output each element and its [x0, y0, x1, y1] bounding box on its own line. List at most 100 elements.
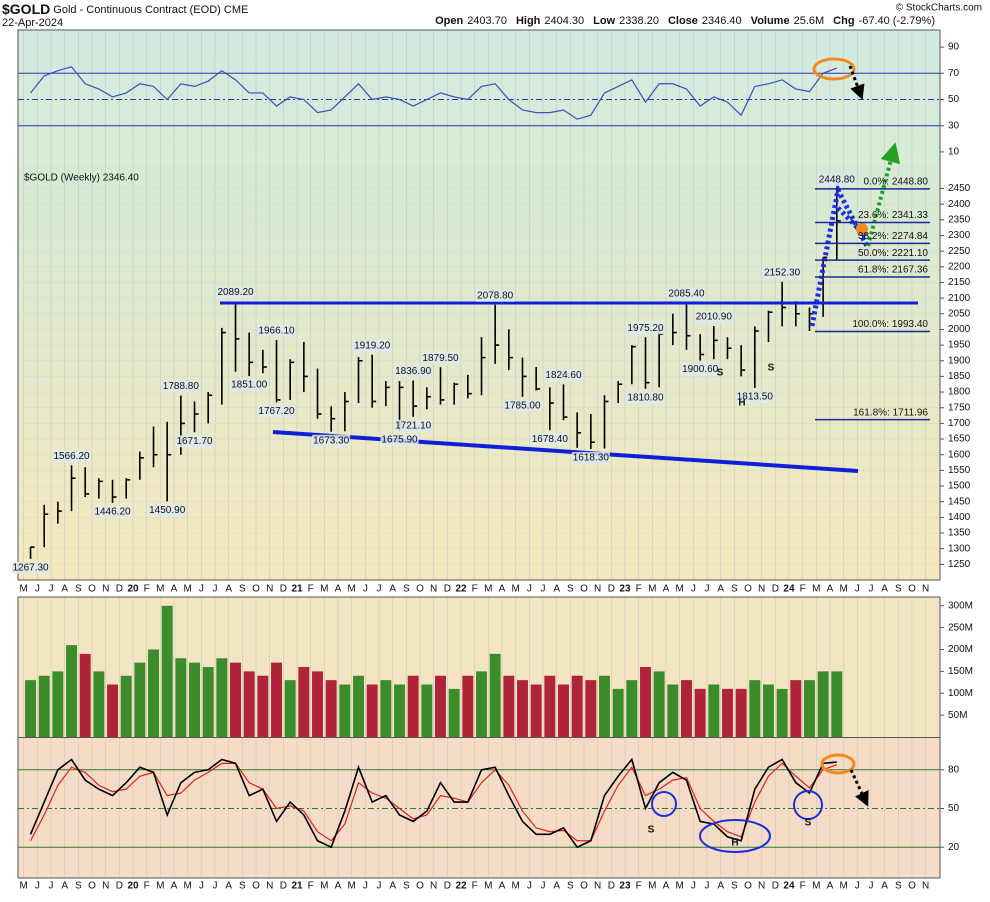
x-tick-label: A [61, 584, 68, 595]
x-tick-label: D [116, 881, 123, 892]
x-tick-label: F [636, 584, 642, 595]
y-tick-label: 1750 [948, 402, 971, 413]
x-tick-label: A [171, 881, 178, 892]
y-tick-label: 2100 [948, 293, 971, 304]
x-tick-label: S [895, 881, 902, 892]
volume-bar [640, 667, 651, 737]
y-tick-label: 1950 [948, 340, 971, 351]
volume-bar [612, 688, 624, 737]
y-tick-label: 300M [948, 600, 973, 611]
volume-bar [216, 658, 228, 737]
x-tick-label: F [472, 584, 478, 595]
fib-label: 161.8%: 1711.96 [853, 407, 928, 418]
volume-bar [93, 671, 105, 737]
y-tick-label: 50 [948, 803, 960, 814]
marker [856, 223, 868, 235]
price-label: 1851.00 [231, 380, 268, 391]
x-tick-label: N [922, 881, 929, 892]
volume-bar [585, 680, 597, 737]
label-box [175, 435, 214, 448]
x-tick-label: A [171, 584, 178, 595]
volume-bar [312, 671, 323, 737]
price-label: 1673.30 [313, 435, 350, 446]
x-tick-label: O [580, 881, 588, 892]
x-tick-label: M [675, 584, 683, 595]
label-box [817, 173, 856, 186]
y-tick-label: 2250 [948, 246, 971, 257]
y-tick-label: 70 [948, 68, 960, 79]
volume-bar [38, 675, 50, 737]
price-label: 1450.90 [149, 505, 186, 516]
x-tick-label: 23 [619, 881, 631, 892]
x-tick-label: F [636, 881, 642, 892]
x-tick-label: O [88, 881, 96, 892]
fib-label: 100.0%: 1993.40 [852, 319, 928, 330]
x-tick-label: J [855, 584, 860, 595]
x-tick-label: A [663, 584, 670, 595]
volume-bar [476, 671, 487, 737]
x-tick-label: M [484, 881, 492, 892]
x-tick-label: 23 [619, 584, 631, 595]
volume-bar [571, 675, 583, 737]
volume-bar [25, 680, 36, 737]
circle [812, 57, 856, 81]
label-box [148, 504, 187, 517]
volume-bar [325, 680, 337, 737]
x-tick-label: M [812, 584, 820, 595]
x-tick-label: S [731, 881, 738, 892]
x-tick-label: J [377, 881, 382, 892]
fib-label: 0.0%: 2448.80 [864, 177, 929, 188]
volume-bar [366, 684, 378, 737]
fib-label: 38.2%: 2274.84 [858, 231, 928, 242]
label-box [626, 322, 665, 335]
volume-bar [694, 688, 706, 737]
price-label: 1813.50 [737, 391, 774, 402]
x-tick-label: J [527, 584, 532, 595]
x-tick-label: M [511, 881, 519, 892]
x-tick-label: F [800, 881, 806, 892]
price-label: 1678.40 [532, 434, 569, 445]
label-box [503, 399, 542, 412]
x-tick-label: O [744, 881, 752, 892]
price-label: 1824.60 [545, 370, 582, 381]
label-box [216, 286, 255, 299]
x-tick-label: O [908, 881, 916, 892]
price-label: 1810.80 [627, 392, 664, 403]
x-tick-label: J [199, 584, 204, 595]
x-tick-label: D [280, 584, 287, 595]
x-tick-label: N [430, 881, 437, 892]
quote-value: -67.40 (-2.79%) [859, 15, 935, 27]
x-tick-label: A [499, 584, 506, 595]
volume-bar [763, 684, 774, 737]
x-tick-label: D [772, 584, 779, 595]
x-tick-label: 24 [783, 584, 795, 595]
x-tick-label: A [827, 584, 834, 595]
symbol: $GOLD [2, 1, 50, 17]
volume-bar [530, 684, 542, 737]
name: Gold - Continuous Contract (EOD) [53, 4, 221, 16]
label-box [476, 289, 515, 302]
x-tick-label: F [308, 881, 314, 892]
label-box [353, 339, 392, 352]
volume-bar [202, 667, 214, 737]
label-box [530, 433, 569, 446]
x-tick-label: J [213, 881, 218, 892]
volume-bar [599, 675, 610, 737]
x-tick-label: D [116, 584, 123, 595]
x-tick-label: J [540, 881, 545, 892]
x-tick-label: A [717, 881, 724, 892]
x-tick-label: J [363, 881, 368, 892]
y-tick-label: 1650 [948, 434, 971, 445]
x-tick-label: M [648, 584, 656, 595]
x-tick-label: M [156, 584, 164, 595]
x-tick-label: F [800, 584, 806, 595]
pattern-label: S [648, 825, 655, 836]
label-box [681, 363, 720, 376]
x-tick-label: D [444, 881, 451, 892]
label-box [93, 505, 132, 518]
x-tick-label: O [580, 584, 588, 595]
x-tick-label: N [102, 584, 109, 595]
x-tick-label: A [827, 881, 834, 892]
x-tick-label: A [389, 584, 396, 595]
